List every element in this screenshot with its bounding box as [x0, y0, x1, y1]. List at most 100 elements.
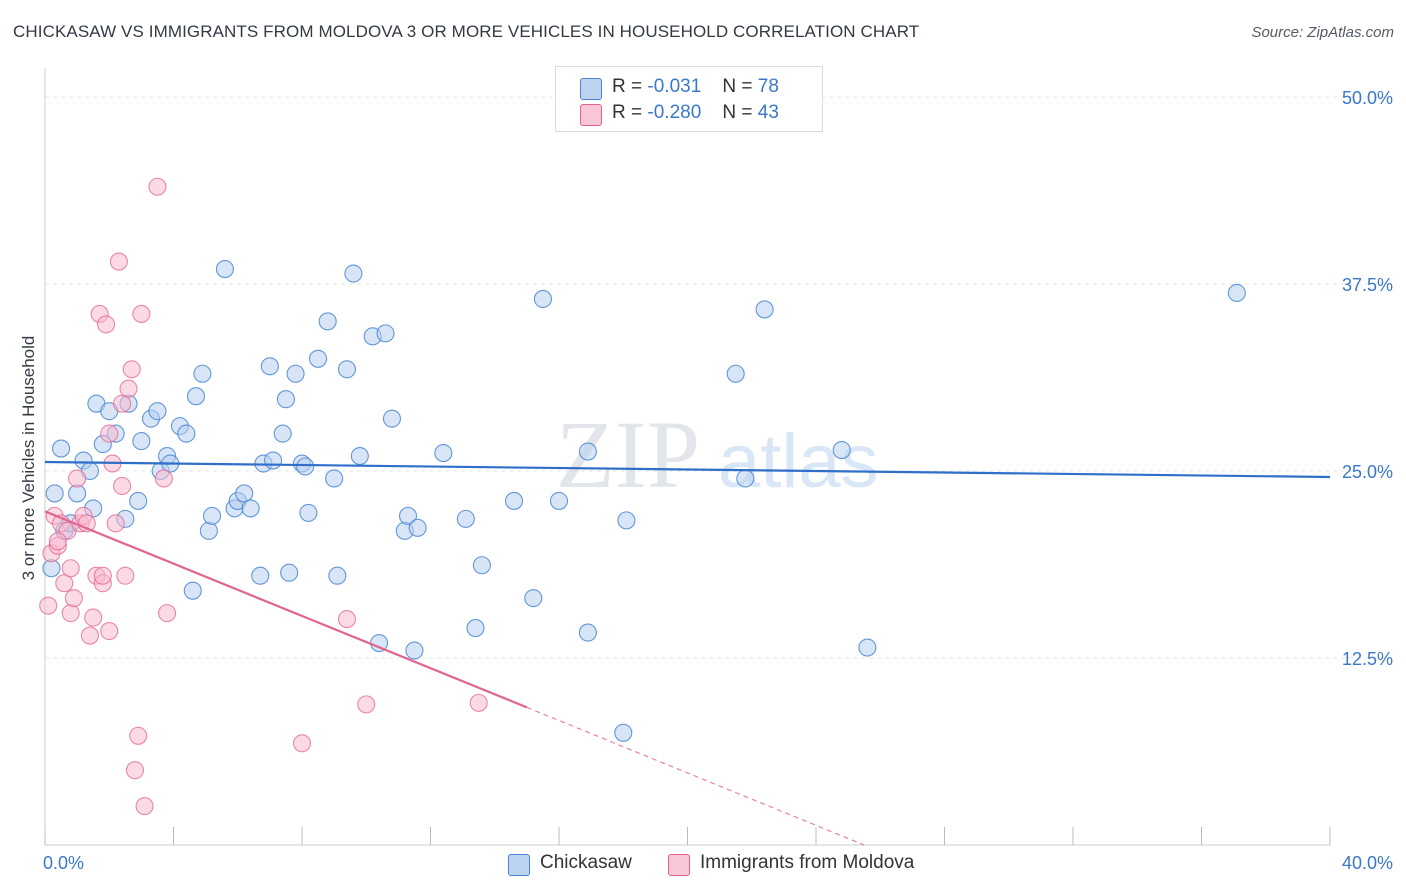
bottom-legend-swatch-blue [508, 854, 530, 876]
chart-title: CHICKASAW VS IMMIGRANTS FROM MOLDOVA 3 O… [13, 22, 920, 41]
moldova-point-20 [96, 315, 116, 334]
legend-r-value: -0.280 [647, 102, 702, 123]
watermark-zip: ZIP [556, 401, 700, 508]
legend-r-label: R = [612, 102, 643, 123]
chickasaw-point-17 [148, 402, 167, 421]
chickasaw-point-66 [549, 491, 569, 510]
chickasaw-point-15 [132, 432, 151, 451]
chickasaw-point-72 [736, 469, 755, 488]
chickasaw-point-27 [203, 506, 222, 525]
watermark: ZIP atlas [556, 401, 879, 508]
moldova-point-9 [64, 589, 83, 608]
moldova-point-28 [119, 379, 138, 398]
chickasaw-point-42 [296, 457, 315, 476]
chickasaw-point-65 [533, 289, 552, 309]
moldova-point-0 [39, 596, 58, 615]
moldova-point-41 [469, 693, 488, 712]
moldova-point-29 [116, 566, 135, 585]
chickasaw-point-37 [273, 424, 292, 443]
moldova-point-31 [125, 761, 144, 780]
chickasaw-point-38 [276, 390, 295, 409]
chickasaw-point-25 [193, 364, 212, 383]
chickasaw-point-44 [309, 349, 328, 368]
chickasaw-point-32 [241, 499, 260, 518]
x-tick-label-0: 0.0% [43, 853, 84, 873]
chickasaw-point-69 [614, 723, 633, 742]
moldova-point-30 [122, 360, 141, 379]
bottom-legend-swatch-pink [668, 854, 690, 876]
chickasaw-point-73 [755, 300, 774, 319]
chickasaw-point-31 [235, 484, 254, 503]
moldova-point-15 [84, 608, 103, 627]
chickasaw-point-26 [199, 521, 218, 540]
legend-r-label: R = [612, 76, 643, 97]
legend-n-value: 43 [757, 102, 779, 123]
moldova-point-26 [113, 476, 132, 496]
x-tick-label-1: 40.0% [1342, 853, 1393, 873]
moldova-point-34 [148, 177, 167, 196]
legend-swatch-pink [580, 104, 602, 126]
chickasaw-point-60 [456, 509, 475, 528]
moldova-point-42 [48, 532, 67, 551]
y-tick-label-2: 37.5% [1342, 275, 1393, 295]
chickasaw-point-40 [286, 364, 305, 383]
chickasaw-point-33 [251, 566, 270, 585]
legend-swatch-blue [580, 78, 602, 100]
chickasaw-point-22 [177, 424, 196, 443]
bottom-legend-label-chickasaw: Chickasaw [540, 852, 632, 873]
moldova-point-39 [337, 610, 357, 629]
chickasaw-point-62 [472, 556, 491, 575]
chickasaw-point-67 [578, 442, 597, 461]
y-axis-label: 3 or more Vehicles in Household [19, 336, 38, 581]
chickasaw-point-58 [408, 518, 427, 537]
moldova-point-24 [106, 514, 125, 533]
moldova-point-32 [129, 726, 148, 745]
moldova-point-33 [132, 304, 151, 323]
chickasaw-point-64 [524, 589, 543, 608]
legend-n-label: N = [722, 76, 753, 97]
chickasaw-point-0 [45, 484, 64, 503]
chickasaw-point-23 [183, 581, 202, 600]
chickasaw-point-59 [434, 443, 453, 463]
chickasaw-point-46 [325, 469, 344, 488]
chickasaw-point-1 [52, 439, 71, 458]
moldova-point-19 [93, 566, 112, 585]
chickasaw-point-43 [299, 503, 318, 522]
chickasaw-point-28 [215, 259, 234, 279]
legend-n-value: 78 [757, 76, 779, 97]
chickasaw-point-74 [832, 441, 851, 460]
moldova-trend-line [44, 510, 528, 709]
y-tick-label-0: 12.5% [1342, 649, 1393, 669]
chickasaw-point-54 [382, 409, 402, 428]
moldova-point-36 [158, 604, 177, 623]
trend-lines [44, 460, 1331, 846]
legend-n-label: N = [722, 102, 753, 123]
legend-r-value: -0.031 [647, 76, 702, 97]
chickasaw-point-63 [504, 491, 524, 510]
axis-labels: 12.5% 25.0% 37.5% 50.0% 0.0% 40.0% [43, 88, 1393, 873]
chickasaw-point-39 [280, 563, 299, 582]
moldova-point-38 [292, 734, 312, 753]
moldova-point-35 [154, 469, 173, 488]
chickasaw-point-70 [617, 511, 636, 530]
chickasaw-point-48 [337, 360, 357, 379]
moldova-point-25 [109, 252, 128, 271]
bottom-legend-label-moldova: Immigrants from Moldova [700, 852, 915, 873]
moldova-point-14 [80, 626, 100, 645]
y-tick-label-3: 50.0% [1342, 88, 1393, 108]
moldova-point-40 [357, 695, 376, 714]
chickasaw-point-35 [260, 357, 279, 376]
moldova-point-22 [100, 622, 119, 641]
chickasaw-point-45 [318, 312, 337, 331]
chickasaw-point-71 [726, 364, 745, 383]
chickasaw-point-24 [186, 387, 206, 406]
grid-lines [45, 96, 1392, 659]
chickasaw-point-68 [578, 623, 597, 642]
correlation-legend: R = -0.031 N = 78 R = -0.280 N = 43 [555, 66, 823, 132]
chickasaw-point-61 [466, 619, 485, 638]
watermark-atlas: atlas [718, 419, 879, 504]
chickasaw-point-49 [344, 264, 363, 283]
moldova-point-5 [55, 574, 74, 593]
chickasaw-point-75 [858, 638, 877, 657]
